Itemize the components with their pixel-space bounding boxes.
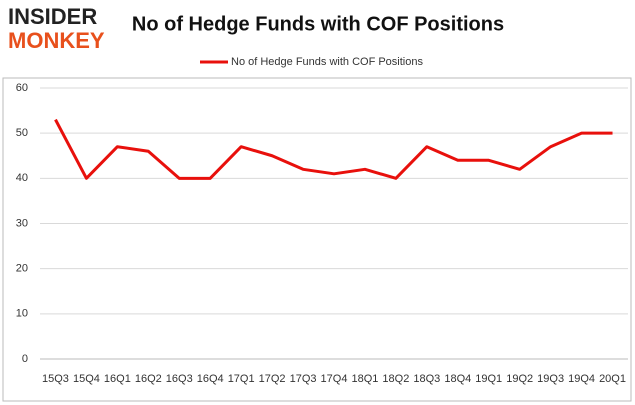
x-tick-label: 19Q4 — [568, 373, 595, 385]
y-tick-label: 60 — [16, 82, 28, 94]
x-tick-label: 19Q2 — [506, 373, 533, 385]
y-tick-label: 50 — [16, 127, 28, 139]
x-tick-label: 20Q1 — [599, 373, 626, 385]
y-tick-label: 30 — [16, 217, 28, 229]
x-tick-label: 16Q4 — [197, 373, 224, 385]
y-tick-label: 40 — [16, 172, 28, 184]
x-tick-label: 16Q1 — [104, 373, 131, 385]
x-tick-label: 15Q3 — [42, 373, 69, 385]
x-tick-label: 15Q4 — [73, 373, 100, 385]
y-tick-label: 10 — [16, 308, 28, 320]
plot-frame — [2, 77, 632, 402]
x-tick-label: 17Q1 — [228, 373, 255, 385]
x-tick-label: 19Q3 — [537, 373, 564, 385]
legend-label: No of Hedge Funds with COF Positions — [231, 56, 423, 68]
y-tick-label: 20 — [16, 263, 28, 275]
x-tick-label: 17Q4 — [321, 373, 348, 385]
x-tick-label: 19Q1 — [475, 373, 502, 385]
x-tick-label: 18Q4 — [444, 373, 471, 385]
x-tick-label: 17Q3 — [290, 373, 317, 385]
logo-top: INSIDER — [8, 4, 97, 29]
x-tick-label: 16Q3 — [166, 373, 193, 385]
logo-bottom: MONKEY — [8, 28, 105, 53]
x-tick-label: 18Q1 — [351, 373, 378, 385]
data-line — [54, 118, 613, 180]
x-tick-label: 17Q2 — [259, 373, 286, 385]
y-tick-label: 0 — [22, 353, 28, 365]
x-tick-label: 18Q3 — [413, 373, 440, 385]
x-tick-label: 16Q2 — [135, 373, 162, 385]
x-tick-label: 18Q2 — [382, 373, 409, 385]
chart-title: No of Hedge Funds with COF Positions — [132, 13, 504, 35]
